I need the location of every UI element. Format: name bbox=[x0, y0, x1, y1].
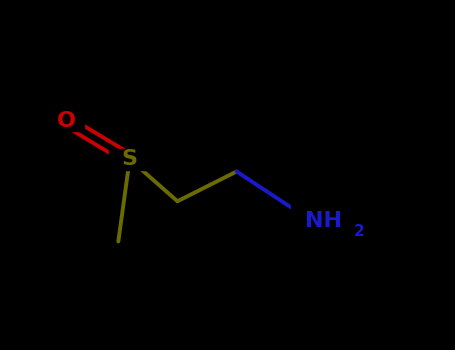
Bar bbox=[291, 204, 364, 239]
Text: 2: 2 bbox=[354, 224, 365, 238]
Text: S: S bbox=[121, 149, 138, 169]
Bar bbox=[48, 110, 84, 131]
Text: O: O bbox=[56, 111, 76, 131]
Text: NH: NH bbox=[304, 211, 342, 231]
Bar bbox=[109, 149, 150, 170]
